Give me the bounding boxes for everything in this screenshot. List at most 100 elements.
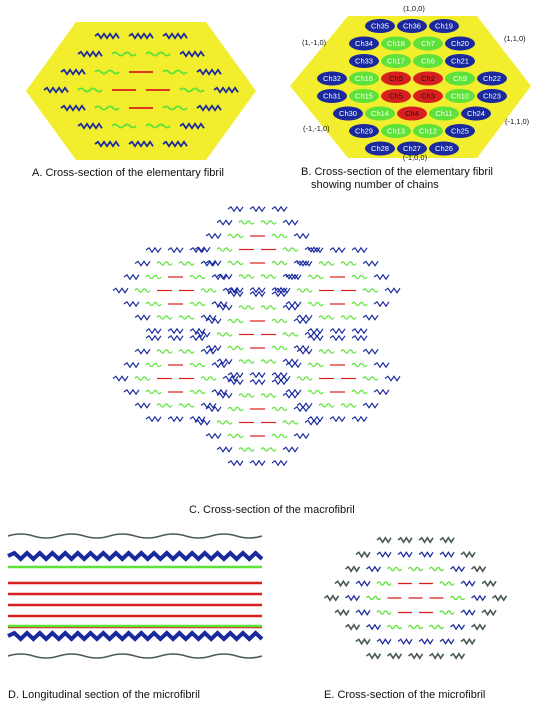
microfibril-chain-blue <box>397 551 413 558</box>
chain-ch5-ellipse <box>381 89 411 103</box>
chain-ch2-ellipse <box>413 71 443 86</box>
microfibril-chain-grey <box>334 579 350 588</box>
macrofibril-chain-green <box>238 274 255 279</box>
microfibril-chain-green <box>428 566 445 572</box>
macrofibril-chain-green <box>178 315 195 320</box>
macrofibril-chain-blue <box>222 287 239 294</box>
chain-ch35-ellipse <box>365 19 395 33</box>
caption-c: C. Cross-section of the macrofibril <box>189 504 355 516</box>
macrofibril-chain-blue <box>123 388 140 396</box>
chain-ch31-ellipse <box>317 89 347 103</box>
macrofibril-chain-blue <box>134 260 151 267</box>
macrofibril-chain-green <box>307 362 324 368</box>
chain-ch7-ellipse <box>413 36 443 51</box>
macrofibril-chain-blue <box>329 246 346 254</box>
macrofibril-chain-blue <box>282 446 299 453</box>
microfibril-chain-blue <box>460 609 476 616</box>
macrofibril-chain-blue <box>362 314 379 321</box>
macrofibril-chain-green <box>307 274 324 280</box>
macrofibril-chain-green <box>200 288 217 293</box>
microfibril-chain-grey <box>345 565 361 573</box>
macrofibril-chain-blue <box>145 246 162 254</box>
microfibril-chain-blue <box>418 638 434 645</box>
macrofibril-chain-blue <box>282 219 299 226</box>
macrofibril-chain-blue <box>227 290 244 298</box>
macrofibril-elementary-fibril <box>112 334 239 423</box>
chain-ch22-label: Ch22 <box>483 74 501 83</box>
chain-ch19-label: Ch19 <box>435 22 453 31</box>
macrofibril-chain-green <box>271 318 288 324</box>
macrofibril-chain-blue <box>307 415 324 423</box>
microfibril-chain-blue <box>439 638 455 645</box>
microfibril-chain-grey <box>460 550 476 559</box>
microfibril-chain-grey <box>429 652 445 660</box>
elementary-chain-green <box>145 123 171 129</box>
caption-b-line2: showing number of chains <box>311 179 439 191</box>
macrofibril-chain-blue <box>329 334 346 342</box>
macrofibril-chain-blue <box>216 219 233 226</box>
macrofibril-chain-blue <box>216 446 233 453</box>
macrofibril-chain-green <box>318 349 335 354</box>
macrofibril-chain-blue <box>384 287 401 294</box>
chain-ch6-ellipse <box>413 54 443 68</box>
macrofibril-chain-green <box>134 376 151 381</box>
macrofibril-chain-blue <box>200 260 217 267</box>
macrofibril-chain-blue <box>123 361 140 369</box>
macrofibril-chain-blue <box>249 286 266 294</box>
macrofibril-chain-green <box>145 389 162 395</box>
chain-ch20-ellipse <box>445 36 475 51</box>
chain-ch6-label: Ch6 <box>421 57 435 66</box>
macrofibril-elementary-fibril <box>112 246 239 335</box>
macrofibril-chain-green <box>200 376 217 381</box>
elementary-chain-green <box>111 123 137 129</box>
macrofibril-chain-blue <box>329 415 346 423</box>
macrofibril-chain-blue <box>123 300 140 308</box>
microfibril-chain-grey <box>345 623 361 631</box>
macrofibril-chain-blue <box>189 246 206 254</box>
macrofibril-chain-blue <box>293 405 310 413</box>
chain-ch10-ellipse <box>445 89 475 103</box>
macrofibril-chain-blue <box>351 415 368 423</box>
elementary-chain-blue <box>128 32 154 40</box>
macrofibril-chain-green <box>260 220 277 225</box>
macrofibril-chain-blue <box>351 334 368 342</box>
macrofibril-chain-blue <box>189 415 206 423</box>
label-neg1-neg1-0: (-1,-1,0) <box>303 124 330 133</box>
macrofibril-chain-blue <box>373 273 390 281</box>
macrofibril-chain-blue <box>216 304 233 311</box>
elementary-chain-blue <box>213 86 239 94</box>
macrofibril-chain-blue <box>373 361 390 369</box>
chain-ch2-label: Ch2 <box>421 74 435 83</box>
macrofibril-chain-blue <box>351 327 368 335</box>
macrofibril-chain-blue <box>285 388 302 396</box>
caption-d: D. Longitudinal section of the microfibr… <box>8 689 200 701</box>
macrofibril-chain-blue <box>194 246 211 253</box>
chain-ch28-ellipse <box>365 141 395 156</box>
microfibril-chain-grey <box>334 608 350 617</box>
panel-d-longitudinal-section <box>7 533 264 659</box>
microfibril-chain-green <box>439 610 455 615</box>
macrofibril-chain-green <box>134 288 151 293</box>
chain-ch11-ellipse <box>429 106 459 121</box>
chain-ch12-label: Ch12 <box>419 127 437 136</box>
microfibril-chain-grey <box>471 623 487 631</box>
microfibril-chain-blue <box>366 565 382 573</box>
label-1-neg1-0: (1,-1,0) <box>302 38 327 47</box>
microfibril-chain-grey <box>471 565 487 573</box>
macrofibril-chain-blue <box>307 327 324 335</box>
panel-b-hexagon <box>290 16 531 158</box>
macrofibril-chain-green <box>318 315 335 320</box>
chain-ch30-ellipse <box>333 106 363 121</box>
panel-c-macrofibril <box>112 205 401 467</box>
macrofibril-chain-blue <box>205 232 222 240</box>
macrofibril-chain-blue <box>211 388 228 396</box>
macrofibril-chain-green <box>362 288 379 293</box>
macrofibril-chain-blue <box>205 405 222 413</box>
elementary-chain-blue <box>77 50 103 58</box>
macrofibril-chain-green <box>145 301 162 307</box>
macrofibril-chain-blue <box>145 334 162 342</box>
elementary-chain-blue <box>196 104 222 112</box>
microfibril-chain-blue <box>418 551 434 558</box>
chain-ch12-ellipse <box>413 124 443 138</box>
